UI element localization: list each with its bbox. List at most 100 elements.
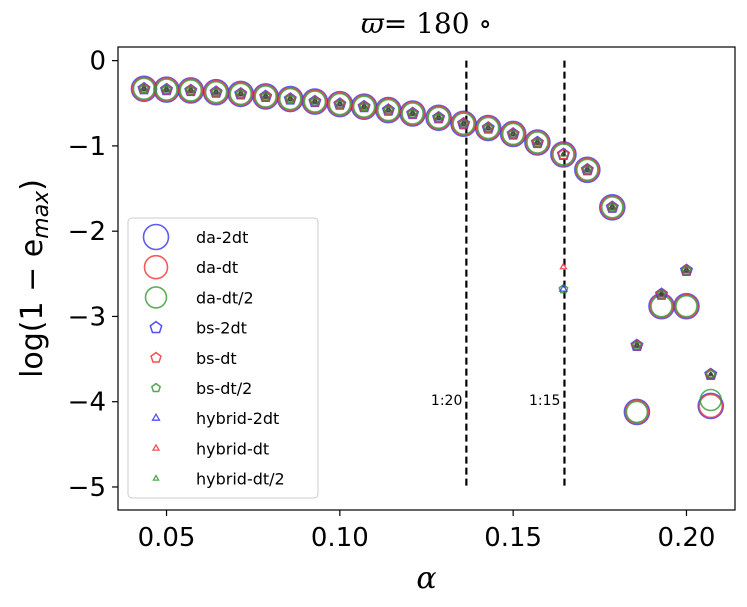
data-point — [452, 112, 475, 136]
y-axis-label: log(1 − emax) — [15, 179, 54, 378]
legend-marker — [150, 351, 162, 363]
data-point — [407, 108, 418, 118]
data-point — [334, 98, 345, 109]
legend-marker — [152, 474, 160, 481]
data-point — [599, 195, 625, 220]
data-point — [352, 95, 376, 118]
data-point — [203, 79, 229, 105]
data-point — [138, 83, 150, 94]
data-point-core — [164, 87, 169, 92]
chart-title: ϖ= 180 ∘ — [361, 7, 492, 40]
data-point — [228, 81, 254, 107]
legend-label: bs-dt/2 — [196, 379, 252, 398]
legend-label: da-dt — [196, 258, 238, 277]
data-point — [229, 82, 253, 106]
data-point-core — [288, 96, 293, 102]
data-point — [451, 111, 476, 137]
data-point — [656, 288, 667, 299]
legend-label: da-dt/2 — [196, 288, 254, 307]
legend: da-2dt da-dt da-dt/2 bs-2dt bs-dt bs-dt/2 hybr… — [127, 217, 319, 499]
data-point-core — [436, 115, 441, 120]
data-point — [557, 148, 570, 160]
data-point — [377, 98, 400, 122]
data-point — [178, 78, 204, 103]
axes-frame — [117, 46, 736, 511]
legend-box — [127, 217, 319, 499]
data-point — [508, 128, 519, 139]
data-point — [673, 292, 700, 320]
data-point-core — [263, 94, 268, 99]
data-point — [525, 130, 550, 155]
data-point — [600, 196, 624, 219]
x-tick-label: 0.20 — [658, 523, 716, 553]
data-point — [327, 91, 353, 117]
data-point — [699, 388, 723, 412]
data-point-core — [585, 167, 590, 172]
data-point — [550, 141, 577, 168]
data-point-core — [213, 89, 219, 95]
data-point-core — [535, 140, 540, 145]
plot-area: 0.05 0.10 0.15 0.20 0 −1 −2 −3 −4 −5 1:20 1:15 — [68, 46, 736, 553]
data-point — [526, 131, 549, 154]
legend-marker — [150, 382, 162, 393]
data-point — [211, 86, 222, 97]
data-point-core — [486, 125, 491, 131]
data-point — [624, 399, 650, 425]
data-point-core — [610, 205, 615, 210]
data-point — [155, 78, 178, 101]
data-point — [500, 121, 526, 147]
data-point — [161, 84, 172, 94]
data-point — [558, 283, 569, 294]
data-point — [132, 77, 156, 101]
data-point — [427, 106, 450, 130]
data-point — [476, 116, 500, 140]
data-point — [426, 105, 451, 131]
data-point — [302, 89, 328, 114]
marker-cores — [141, 86, 713, 377]
data-point — [303, 90, 327, 113]
data-point — [623, 398, 651, 426]
legend-marker — [149, 320, 163, 334]
data-point — [425, 104, 452, 132]
data-point — [532, 137, 543, 147]
y-tick-label: −2 — [68, 217, 106, 247]
data-point — [235, 88, 246, 99]
data-point — [474, 114, 502, 142]
legend-label: hybrid-dt — [196, 439, 269, 458]
data-point — [631, 340, 642, 350]
chart-title-rest: = 180 ∘ — [384, 7, 492, 40]
data-point — [376, 97, 401, 123]
chart-title-symbol: ϖ — [361, 7, 385, 40]
series-da-dt-2 — [132, 77, 723, 424]
data-point — [499, 120, 527, 148]
data-point-core — [461, 121, 466, 126]
data-point — [260, 91, 271, 101]
data-point-core — [708, 372, 713, 377]
ratio-label: 1:20 — [431, 393, 462, 409]
data-point — [524, 129, 551, 156]
data-point — [400, 101, 425, 126]
data-point-core — [634, 343, 640, 348]
data-point — [574, 156, 601, 184]
legend-label: hybrid-dt/2 — [196, 470, 285, 489]
ratio-label: 1:15 — [529, 393, 560, 409]
data-point — [179, 79, 203, 102]
y-tick-label: −3 — [68, 302, 106, 332]
data-point — [598, 194, 626, 221]
x-tick-label: 0.10 — [311, 523, 369, 553]
y-tick-label: −5 — [68, 473, 106, 503]
data-point — [278, 87, 302, 111]
data-point — [309, 96, 320, 106]
legend-label: da-2dt — [196, 228, 248, 247]
data-point — [559, 262, 568, 270]
data-point — [351, 94, 377, 119]
data-point — [285, 93, 296, 104]
data-point-core — [141, 86, 147, 91]
data-point — [475, 115, 501, 141]
legend-marker — [143, 254, 169, 280]
data-point — [458, 118, 469, 129]
y-axis-label-post: ) — [15, 179, 50, 191]
legend-marker — [144, 286, 168, 309]
data-point-core — [337, 101, 343, 107]
